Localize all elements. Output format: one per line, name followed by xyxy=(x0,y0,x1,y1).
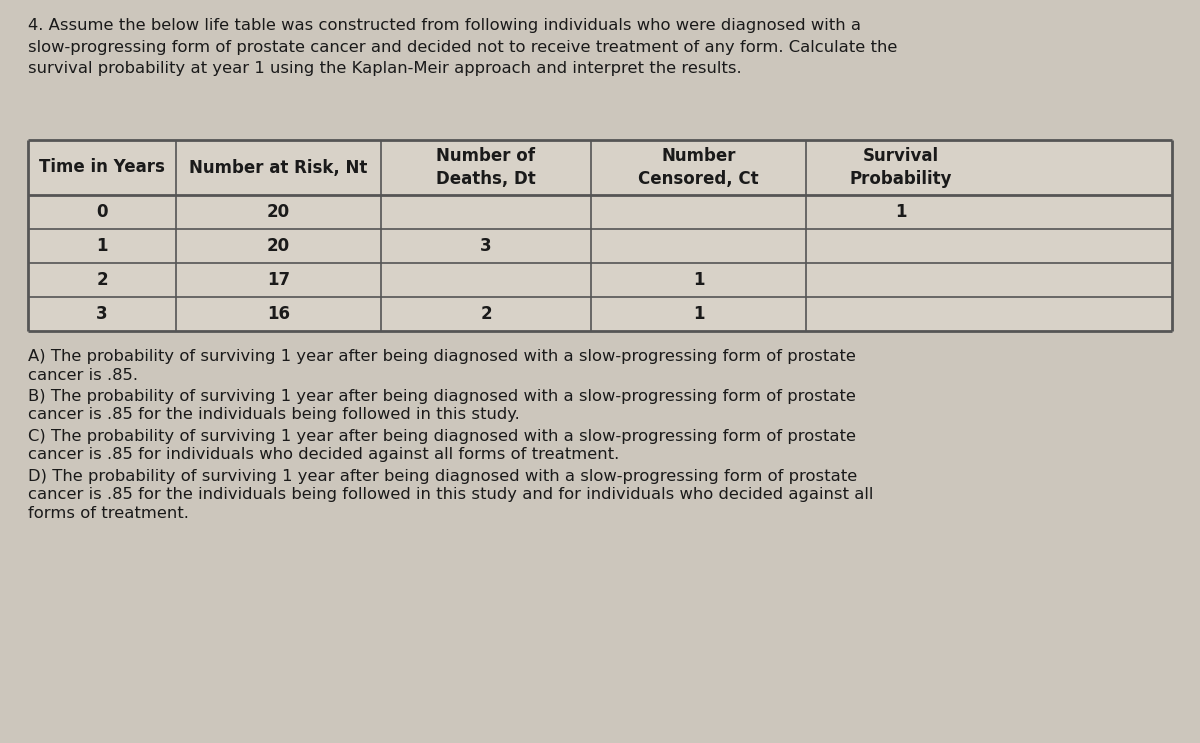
Text: A) The probability of surviving 1 year after being diagnosed with a slow-progres: A) The probability of surviving 1 year a… xyxy=(28,349,856,364)
Text: cancer is .85.: cancer is .85. xyxy=(28,368,138,383)
Text: Number of
Deaths, Dt: Number of Deaths, Dt xyxy=(436,147,536,188)
Text: Number
Censored, Ct: Number Censored, Ct xyxy=(638,147,758,188)
Text: 1: 1 xyxy=(96,237,108,255)
Text: Survival
Probability: Survival Probability xyxy=(850,147,953,188)
Text: cancer is .85 for the individuals being followed in this study and for individua: cancer is .85 for the individuals being … xyxy=(28,487,874,502)
Text: D) The probability of surviving 1 year after being diagnosed with a slow-progres: D) The probability of surviving 1 year a… xyxy=(28,469,857,484)
Text: 20: 20 xyxy=(266,237,290,255)
Text: 4. Assume the below life table was constructed from following individuals who we: 4. Assume the below life table was const… xyxy=(28,18,898,77)
Text: 2: 2 xyxy=(480,305,492,323)
FancyBboxPatch shape xyxy=(28,140,1172,331)
Text: 2: 2 xyxy=(96,271,108,289)
Text: 1: 1 xyxy=(692,305,704,323)
Text: 17: 17 xyxy=(266,271,290,289)
Text: B) The probability of surviving 1 year after being diagnosed with a slow-progres: B) The probability of surviving 1 year a… xyxy=(28,389,856,404)
Text: forms of treatment.: forms of treatment. xyxy=(28,506,188,521)
Text: 16: 16 xyxy=(266,305,290,323)
Text: 20: 20 xyxy=(266,203,290,221)
Text: 1: 1 xyxy=(895,203,907,221)
Text: Time in Years: Time in Years xyxy=(40,158,164,177)
Text: 0: 0 xyxy=(96,203,108,221)
Text: 3: 3 xyxy=(96,305,108,323)
Text: cancer is .85 for individuals who decided against all forms of treatment.: cancer is .85 for individuals who decide… xyxy=(28,447,619,462)
Text: 1: 1 xyxy=(692,271,704,289)
Text: 3: 3 xyxy=(480,237,492,255)
Text: cancer is .85 for the individuals being followed in this study.: cancer is .85 for the individuals being … xyxy=(28,407,520,423)
Text: Number at Risk, Nt: Number at Risk, Nt xyxy=(190,158,367,177)
Text: C) The probability of surviving 1 year after being diagnosed with a slow-progres: C) The probability of surviving 1 year a… xyxy=(28,429,856,444)
